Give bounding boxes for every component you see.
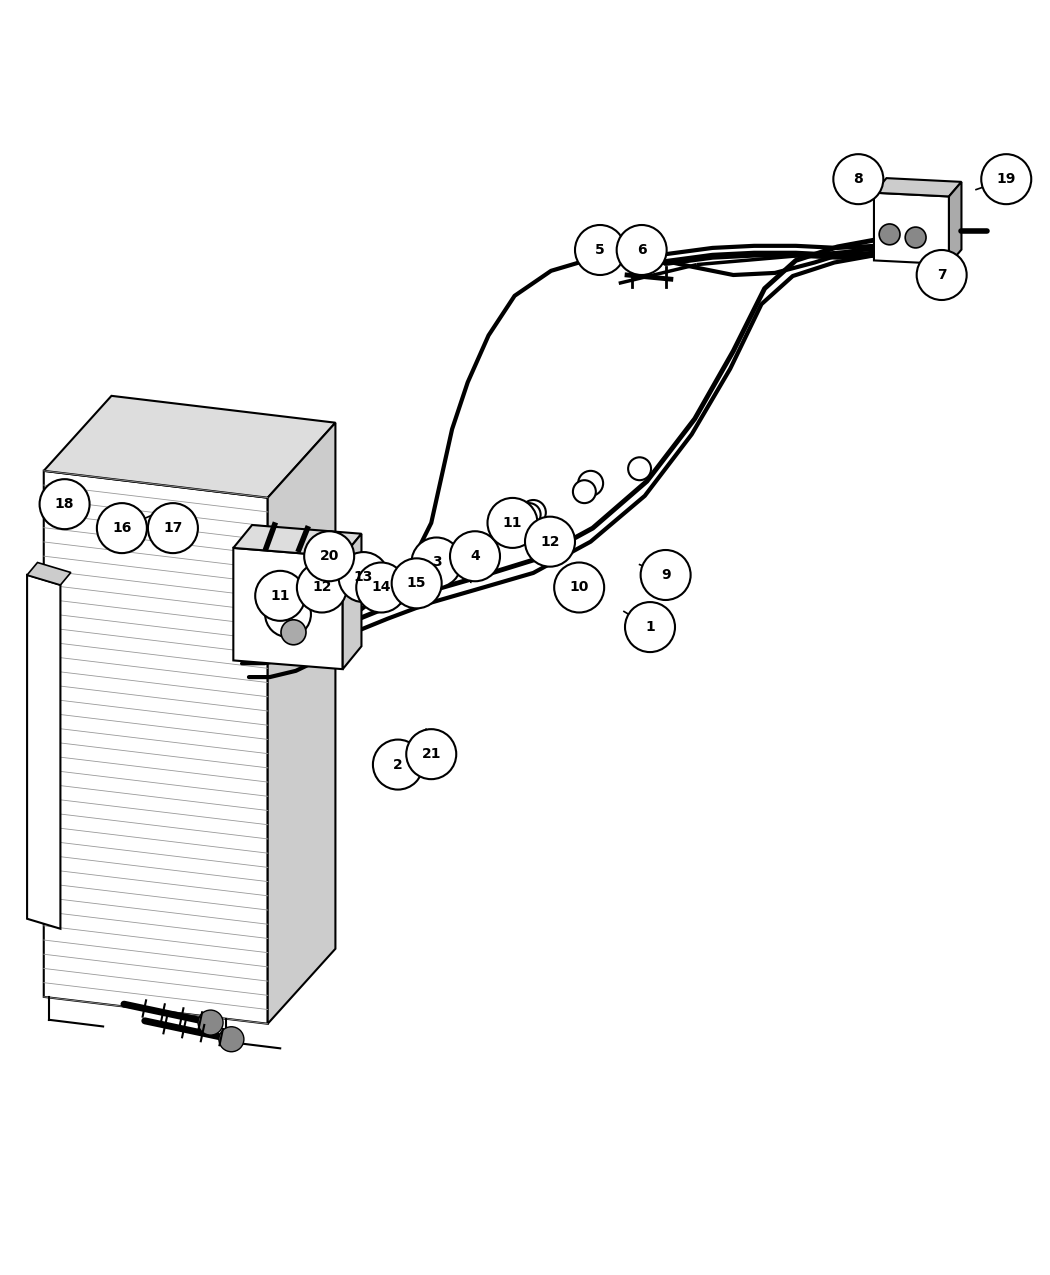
Text: 7: 7 <box>937 268 946 282</box>
Circle shape <box>255 571 306 621</box>
Circle shape <box>917 250 967 300</box>
Polygon shape <box>268 423 335 1024</box>
Text: 10: 10 <box>569 580 589 594</box>
Text: 12: 12 <box>541 534 560 548</box>
Text: 21: 21 <box>421 747 441 761</box>
Text: 1: 1 <box>645 620 655 634</box>
Circle shape <box>879 224 900 245</box>
Polygon shape <box>44 470 268 1024</box>
Text: 4: 4 <box>470 550 480 564</box>
Text: 13: 13 <box>354 570 373 584</box>
Circle shape <box>554 562 604 612</box>
Circle shape <box>218 1026 244 1052</box>
Text: 5: 5 <box>595 244 605 258</box>
Polygon shape <box>27 562 70 585</box>
Text: 12: 12 <box>312 580 332 594</box>
Circle shape <box>905 227 926 247</box>
Polygon shape <box>342 534 361 669</box>
Text: 8: 8 <box>854 172 863 186</box>
Circle shape <box>40 479 89 529</box>
Text: 17: 17 <box>163 521 183 536</box>
Circle shape <box>575 224 625 275</box>
Circle shape <box>148 504 197 553</box>
Circle shape <box>628 458 651 481</box>
Polygon shape <box>233 548 342 669</box>
Circle shape <box>412 538 461 588</box>
Circle shape <box>392 558 442 608</box>
Circle shape <box>573 481 595 504</box>
Circle shape <box>198 1010 223 1035</box>
Text: 11: 11 <box>503 516 522 530</box>
Circle shape <box>406 729 457 779</box>
Circle shape <box>450 532 500 581</box>
Circle shape <box>297 562 346 612</box>
Polygon shape <box>44 395 335 497</box>
Circle shape <box>521 500 546 525</box>
Text: 20: 20 <box>319 550 339 564</box>
Circle shape <box>281 620 306 645</box>
Circle shape <box>356 562 406 612</box>
Circle shape <box>487 499 538 548</box>
Text: 6: 6 <box>637 244 647 258</box>
Circle shape <box>616 224 667 275</box>
Text: 3: 3 <box>432 556 441 570</box>
Text: 16: 16 <box>112 521 131 536</box>
Circle shape <box>982 154 1031 204</box>
Circle shape <box>373 740 423 789</box>
Text: 15: 15 <box>407 576 426 590</box>
Circle shape <box>525 516 575 566</box>
Circle shape <box>97 504 147 553</box>
Circle shape <box>625 602 675 652</box>
Polygon shape <box>874 193 949 264</box>
Polygon shape <box>949 182 962 264</box>
Text: 11: 11 <box>271 589 290 603</box>
Circle shape <box>338 552 388 602</box>
Circle shape <box>579 470 603 496</box>
Text: 9: 9 <box>660 567 671 581</box>
Text: 18: 18 <box>55 497 75 511</box>
Circle shape <box>518 504 541 527</box>
Circle shape <box>640 550 691 601</box>
Text: 14: 14 <box>372 580 391 594</box>
Text: 2: 2 <box>393 757 403 771</box>
Polygon shape <box>874 179 962 196</box>
Circle shape <box>304 532 354 581</box>
Polygon shape <box>233 525 361 557</box>
Polygon shape <box>27 575 61 928</box>
Circle shape <box>834 154 883 204</box>
Text: 19: 19 <box>996 172 1016 186</box>
